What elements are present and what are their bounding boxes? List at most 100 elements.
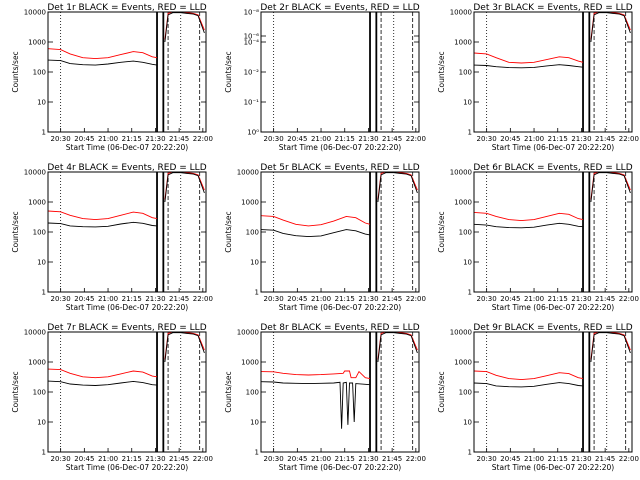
x-tick-label: 21:30 [571,295,591,303]
y-tick-label: 10000 [24,169,46,177]
y-tick-label: 10000 [450,329,472,337]
x-tick-label: 21:45 [382,295,402,303]
x-tick-label: 21:00 [98,295,118,303]
y-tick-label: 100 [33,229,46,237]
y-tick-label: 1000 [28,199,46,207]
y-tick-label: 100 [33,389,46,397]
y-tick-label: 10⁻² [244,69,260,77]
series-line-events-1 [261,229,371,238]
y-tick-label: 10 [250,419,259,427]
plot-frame [260,331,420,453]
y-tick-label: 1 [42,129,46,137]
x-tick-label: 20:30 [264,455,284,463]
series-line-lld-0 [474,52,584,64]
y-axis-label: Counts/sec [224,371,233,412]
x-tick-label: 21:15 [122,135,142,143]
x-axis-label: Start Time (06-Dec-07 20:22:20) [279,463,401,472]
x-axis-label: Start Time (06-Dec-07 20:22:20) [492,303,614,312]
y-tick-label: 10 [463,419,472,427]
x-tick-label: 21:00 [524,295,544,303]
x-tick-label: 21:15 [548,135,568,143]
series-line-events-1 [48,59,158,66]
y-tick-label: 10 [250,259,259,267]
x-tick-label: 20:30 [51,135,71,143]
x-tick-label: 21:00 [311,135,331,143]
x-tick-label: 20:45 [500,455,520,463]
x-axis-label: Start Time (06-Dec-07 20:22:20) [66,143,188,152]
y-tick-label: 10000 [450,169,472,177]
series-group [48,12,205,66]
x-tick-label: 21:15 [335,135,355,143]
x-tick-label: 21:15 [548,455,568,463]
y-tick-label: 1 [468,129,472,137]
x-tick-label: 21:15 [122,295,142,303]
panel-title: Det 8r BLACK = Events, RED = LLD [260,323,419,333]
plot-frame [473,11,633,133]
x-tick-label: 20:45 [74,295,94,303]
y-tick-label: 1000 [454,359,472,367]
series-line-lld-0 [48,368,158,379]
series-line-events-1 [48,221,158,228]
series-line-events-3 [377,332,418,363]
x-tick-label: 21:15 [548,295,568,303]
x-tick-label: 22:00 [619,455,639,463]
series-line-events-3 [590,172,631,203]
x-tick-label: 20:30 [477,135,497,143]
panel-det-7: Det 7r BLACK = Events, RED = LLD 1 10 100 10… [11,323,213,472]
x-axis-label: Start Time (06-Dec-07 20:22:20) [492,143,614,152]
x-axis-label: Start Time (06-Dec-07 20:22:20) [492,463,614,472]
panel-title: Det 1r BLACK = Events, RED = LLD [47,3,206,13]
series-line-lld-0 [48,210,158,221]
x-tick-label: 20:30 [264,295,284,303]
x-tick-label: 20:45 [74,135,94,143]
x-tick-label: 21:30 [571,135,591,143]
x-tick-label: 21:45 [382,455,402,463]
x-tick-label: 20:45 [74,455,94,463]
series-line-events-1 [261,381,371,429]
x-tick-label: 20:30 [477,295,497,303]
y-tick-label: 1 [468,449,472,457]
x-axis-label: Start Time (06-Dec-07 20:22:20) [66,303,188,312]
y-tick-label: 100 [246,389,259,397]
x-tick-label: 21:30 [145,295,165,303]
panel-title: Det 6r BLACK = Events, RED = LLD [473,163,632,173]
x-tick-label: 21:00 [98,135,118,143]
panel-det-5: Det 5r BLACK = Events, RED = LLD 1 10 100 10… [224,163,426,312]
x-tick-label: 20:30 [477,455,497,463]
y-tick-label: 10 [37,259,46,267]
x-tick-label: 20:30 [264,135,284,143]
x-tick-label: 21:30 [358,295,378,303]
panel-title: Det 3r BLACK = Events, RED = LLD [473,3,632,13]
x-tick-label: 20:45 [500,295,520,303]
series-line-lld-0 [474,370,584,381]
x-tick-label: 21:15 [335,295,355,303]
x-tick-label: 21:00 [524,135,544,143]
y-axis-label: Counts/sec [11,211,20,252]
series-line-events-3 [590,332,631,363]
y-axis-label: Counts/sec [437,371,446,412]
panel-det-6: Det 6r BLACK = Events, RED = LLD 1 10 100 10… [437,163,639,312]
y-tick-label: 1 [42,449,46,457]
y-tick-label: 10⁻⁸ [244,9,260,17]
series-line-lld-0 [48,48,158,60]
y-tick-label: 10 [463,99,472,107]
x-tick-label: 21:45 [595,455,615,463]
x-tick-label: 21:30 [358,455,378,463]
panel-det-8: Det 8r BLACK = Events, RED = LLD 1 10 100 10… [224,323,426,472]
series-line-events-3 [164,12,205,43]
x-tick-label: 22:00 [406,455,426,463]
y-tick-label: 1000 [241,199,259,207]
x-tick-label: 22:00 [619,295,639,303]
x-tick-label: 21:45 [169,135,189,143]
y-tick-label: 10000 [237,329,259,337]
y-tick-label: 10⁻⁶ [244,33,260,41]
y-tick-label: 10000 [237,169,259,177]
y-tick-label: 100 [459,389,472,397]
plot-frame [473,171,633,293]
y-tick-label: 1 [255,449,259,457]
x-tick-label: 20:45 [500,135,520,143]
x-tick-label: 22:00 [406,295,426,303]
y-tick-label: 10 [463,259,472,267]
